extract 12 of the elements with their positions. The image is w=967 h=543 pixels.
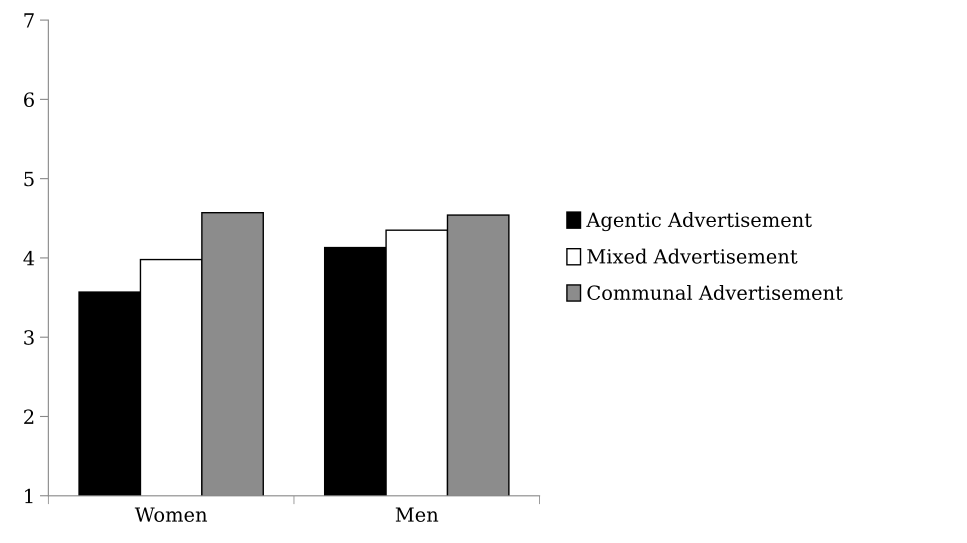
y-tick-label: 7 <box>24 13 34 28</box>
y-tick-label: 4 <box>23 250 34 266</box>
legend-label: Communal Advertisement <box>587 284 843 300</box>
y-tick-label: 1 <box>25 488 32 504</box>
legend-label: Agentic Advertisement <box>586 212 812 232</box>
y-tick-label: 5 <box>24 172 34 186</box>
x-tick-label: Men <box>396 507 438 522</box>
legend-label: Mixed Advertisement <box>587 248 798 264</box>
y-tick-label: 2 <box>24 409 34 424</box>
y-tick-label: 6 <box>24 92 34 108</box>
x-tick-label: Women <box>134 507 208 522</box>
y-tick-label: 3 <box>24 330 34 345</box>
